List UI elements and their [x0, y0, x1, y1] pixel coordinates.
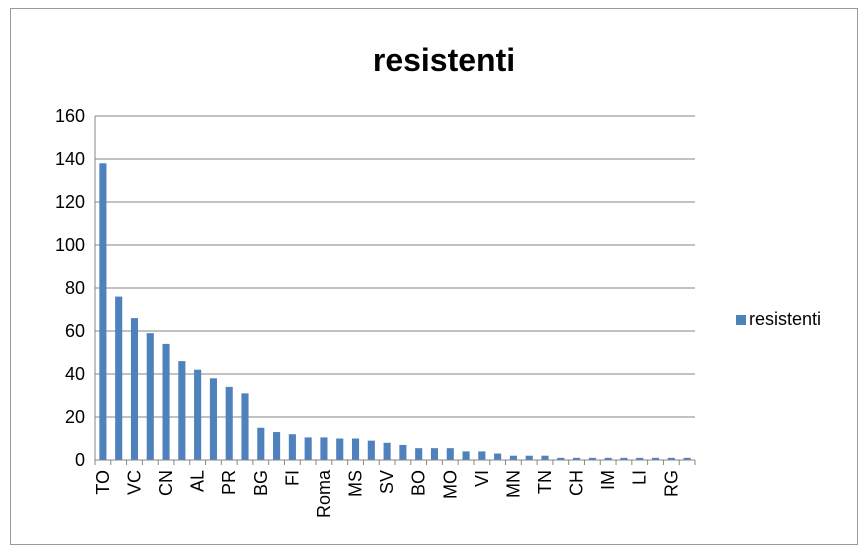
legend-swatch	[736, 315, 746, 325]
x-tick-label: VI	[472, 470, 492, 487]
bar	[351, 438, 360, 460]
bar	[273, 432, 281, 460]
x-tick-label: IM	[598, 470, 618, 490]
bar	[509, 455, 517, 460]
y-tick-label: 60	[65, 321, 85, 341]
y-tick-label: 40	[65, 364, 85, 384]
chart-frame: resistenti 0 20 40 60 80 100 120 140 160 TO VC CN A…	[10, 8, 858, 545]
x-tick-label: CN	[156, 470, 176, 496]
bar	[667, 457, 675, 460]
bar	[494, 453, 502, 460]
bar	[288, 434, 296, 460]
bar	[162, 343, 170, 460]
bar	[146, 333, 154, 460]
y-axis: 0 20 40 60 80 100 120 140 160	[55, 106, 96, 470]
y-tick-label: 160	[55, 106, 85, 126]
bar	[588, 457, 596, 460]
bar	[604, 457, 612, 460]
bar	[557, 457, 565, 460]
bar	[194, 369, 202, 460]
bar	[573, 457, 581, 460]
bar	[620, 457, 628, 460]
bar	[304, 437, 312, 460]
x-tick-label: TN	[535, 470, 555, 494]
bar	[462, 451, 470, 460]
bar	[430, 448, 439, 460]
y-tick-label: 80	[65, 278, 85, 298]
bar	[209, 378, 217, 460]
bar	[415, 448, 423, 460]
x-tick-label: FI	[282, 470, 302, 486]
bar	[130, 318, 139, 460]
x-axis: TO VC CN AL PR BG FI Roma MS SV BO MO VI MN TN CH IM LI RG	[93, 459, 696, 518]
bars	[99, 163, 691, 461]
bar	[683, 457, 691, 460]
x-tick-label: MS	[346, 470, 366, 497]
bar	[541, 455, 549, 460]
bar	[336, 438, 344, 460]
chart-title: resistenti	[373, 42, 515, 78]
bar	[320, 437, 328, 460]
y-tick-label: 140	[55, 149, 85, 169]
bar	[525, 455, 533, 460]
x-tick-label: RG	[661, 470, 681, 497]
bar	[257, 427, 265, 460]
bar	[636, 457, 644, 460]
bar	[383, 442, 391, 460]
legend-label: resistenti	[749, 309, 821, 329]
bar	[367, 440, 375, 460]
bar	[241, 393, 249, 460]
bar-chart: resistenti 0 20 40 60 80 100 120 140 160 TO VC CN A…	[55, 42, 821, 518]
x-tick-label: MN	[503, 470, 523, 498]
bar	[446, 448, 454, 460]
bar	[478, 451, 486, 460]
bar	[225, 386, 233, 460]
x-tick-label: MO	[440, 470, 460, 499]
legend: resistenti	[736, 309, 821, 329]
bar	[399, 444, 407, 460]
x-tick-label: LI	[630, 470, 650, 485]
x-tick-label: AL	[188, 470, 208, 492]
y-tick-label: 100	[55, 235, 85, 255]
x-tick-label: Roma	[314, 469, 334, 518]
x-tick-label: BG	[251, 470, 271, 496]
y-tick-label: 20	[65, 407, 85, 427]
bar	[115, 296, 123, 460]
y-tick-label: 0	[75, 450, 85, 470]
y-tick-label: 120	[55, 192, 85, 212]
x-tick-label: BO	[409, 470, 429, 496]
x-tick-label: SV	[377, 470, 397, 494]
x-tick-label: CH	[567, 470, 587, 496]
x-tick-label: VC	[124, 470, 144, 495]
x-tick-label: PR	[219, 470, 239, 495]
bar	[99, 163, 107, 461]
bar	[178, 361, 186, 460]
bar	[651, 457, 660, 460]
x-tick-label: TO	[93, 470, 113, 495]
